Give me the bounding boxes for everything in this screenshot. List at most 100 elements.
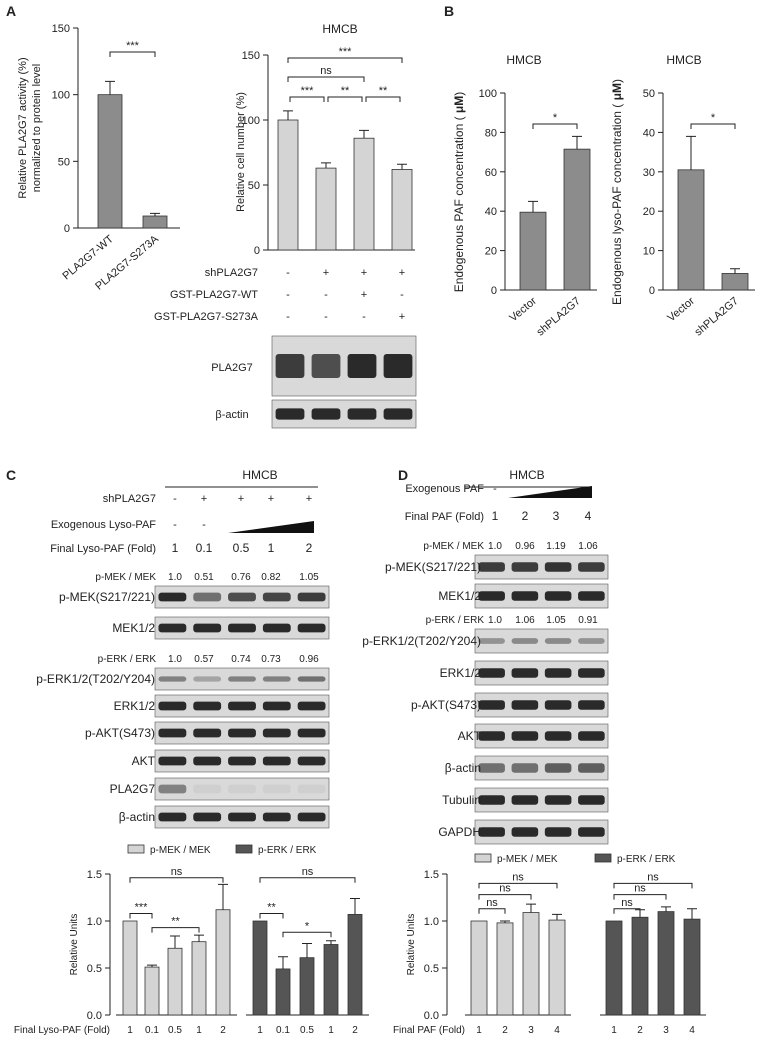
- a2-condition-sign: +: [399, 311, 405, 323]
- c-ratio-value: 0.76: [231, 572, 251, 583]
- b2-y-axis-label-part: μM: [610, 83, 624, 100]
- d-blot-1-blot-band: [511, 591, 539, 601]
- a2-condition-sign: +: [361, 267, 367, 279]
- c-bar: [323, 944, 339, 1016]
- d-legend-label: p-MEK / MEK: [497, 854, 558, 865]
- d-blot-0-blot-band: [511, 562, 539, 572]
- c-bar: [191, 941, 207, 1016]
- c-final-value: 0.5: [233, 541, 250, 555]
- c-error-bar: [278, 956, 288, 969]
- d-significance-label: ns: [486, 897, 498, 909]
- d-blot-5-blot-band: [478, 731, 505, 741]
- c-blot-2-blot-band: [158, 676, 187, 682]
- c-significance-label: **: [267, 901, 276, 913]
- c-ratio-value: 0.82: [261, 572, 281, 583]
- c-significance-label: ns: [302, 866, 314, 878]
- c-blot-3-blot-band: [158, 701, 187, 711]
- c-bar: [144, 966, 160, 1016]
- b2-significance-bracket: [690, 123, 736, 129]
- a1-y-tick-label: 0: [64, 223, 70, 235]
- d-significance-label: ns: [647, 871, 659, 883]
- b2-y-axis-label: Endogenous lyso-PAF concentration ( μM): [610, 79, 624, 305]
- c-ratio-value: 1.05: [299, 572, 319, 583]
- c-blot-label: p-ERK1/2(T202/Y204): [36, 672, 155, 686]
- c-bar: [252, 920, 268, 1016]
- a2-error-bar: [321, 162, 331, 169]
- a1-y-tick-label: 150: [52, 23, 70, 35]
- c-blot-5-blot-band: [193, 756, 222, 766]
- c-condition-sign: +: [238, 493, 244, 505]
- b2-error-bar: [730, 268, 740, 274]
- c-significance-bracket: [259, 877, 356, 883]
- d-x-tick-label: 1: [611, 1025, 617, 1036]
- d-dose-wedge: [508, 486, 592, 498]
- c-blot-6-blot-band: [193, 784, 222, 794]
- d-legend-swatch: [474, 853, 492, 863]
- c-blot-label: AKT: [132, 754, 156, 768]
- c-y-tick-label: 1.5: [87, 869, 102, 881]
- c-blot-5-blot-band: [262, 756, 291, 766]
- c-blot-0-blot-band: [158, 592, 187, 602]
- d-ratio-value: 1.05: [546, 615, 566, 626]
- a2-error-bar: [397, 163, 407, 170]
- b1-chart-title: HMCB: [506, 53, 541, 67]
- a2-pla2g7-blot-band: [347, 354, 377, 378]
- b2-y-tick-label: 40: [643, 127, 655, 139]
- a2-bar: [353, 137, 375, 251]
- b1-y-axis-label-part: Endogenous PAF concentration (: [452, 113, 466, 292]
- d-ratio-label: p-MEK / MEK: [423, 541, 484, 552]
- d-blot-label: β-actin: [445, 761, 481, 775]
- c-significance-label: **: [171, 916, 180, 928]
- d-blot-5-blot-band: [511, 731, 539, 741]
- d-blot-8-blot-band: [544, 827, 572, 837]
- d-blot-7-blot-band: [544, 795, 572, 805]
- d-blot-8-blot-band: [478, 827, 505, 837]
- c-error-bar: [218, 883, 228, 910]
- a2-pla2g7-blot-band: [383, 354, 413, 378]
- b1-y-axis-label-part: ): [452, 92, 466, 96]
- d-blot-2-blot-frame: [474, 628, 609, 654]
- d-blot-3-blot-band: [478, 668, 505, 678]
- c-blot-1-blot-band: [297, 623, 326, 633]
- b1-x-tick-label: Vector: [507, 295, 539, 324]
- d-bar: [605, 920, 623, 1016]
- c-ratio-value: 0.51: [194, 572, 214, 583]
- b1-x-tick-label: shPLA2G7: [534, 295, 582, 338]
- d-x-tick-label: 3: [528, 1025, 534, 1036]
- c-error-bar: [302, 943, 312, 958]
- c-significance-label: ns: [171, 866, 183, 878]
- a2-condition-label: GST-PLA2G7-S273A: [154, 311, 259, 323]
- c-chart-title: HMCB: [242, 468, 277, 482]
- d-x-tick-label: 1: [476, 1025, 482, 1036]
- c-x-tick-label: 2: [352, 1025, 358, 1036]
- c-blot-1-blot-band: [262, 623, 291, 633]
- c-bar: [299, 957, 315, 1016]
- d-final-value: 1: [492, 509, 499, 523]
- b1-significance-label: *: [553, 112, 558, 124]
- b2-error-bar: [686, 135, 696, 170]
- d-error-bar: [687, 908, 697, 920]
- c-blot-label: PLA2G7: [110, 782, 156, 796]
- a2-significance-bracket: [287, 76, 365, 82]
- b2-y-tick-label: 20: [643, 206, 655, 218]
- a2-condition-sign: +: [399, 267, 405, 279]
- c-blot-0-blot-band: [297, 592, 326, 602]
- b1-y-tick-label: 20: [485, 246, 497, 258]
- d-x-tick-label: 3: [663, 1025, 669, 1036]
- d-significance-label: ns: [499, 883, 511, 895]
- c-blot-label: p-AKT(S473): [85, 726, 155, 740]
- d-blot-6-blot-band: [511, 763, 539, 773]
- c-blot-1-blot-band: [228, 623, 256, 633]
- b2-x-tick-label: shPLA2G7: [692, 295, 740, 338]
- c-blot-6-blot-band: [158, 784, 187, 794]
- a2-condition-label: GST-PLA2G7-WT: [170, 289, 258, 301]
- b2-y-axis-label-part: ): [610, 79, 624, 83]
- d-significance-bracket: [478, 908, 506, 914]
- c-blot-3-blot-band: [262, 701, 291, 711]
- c-condition-sign: +: [306, 493, 312, 505]
- d-significance-label: ns: [621, 897, 633, 909]
- d-legend-label: p-ERK / ERK: [617, 854, 676, 865]
- b1-y-tick-label: 60: [485, 167, 497, 179]
- d-bar: [522, 912, 540, 1016]
- d-ratio-value: 1.0: [488, 541, 502, 552]
